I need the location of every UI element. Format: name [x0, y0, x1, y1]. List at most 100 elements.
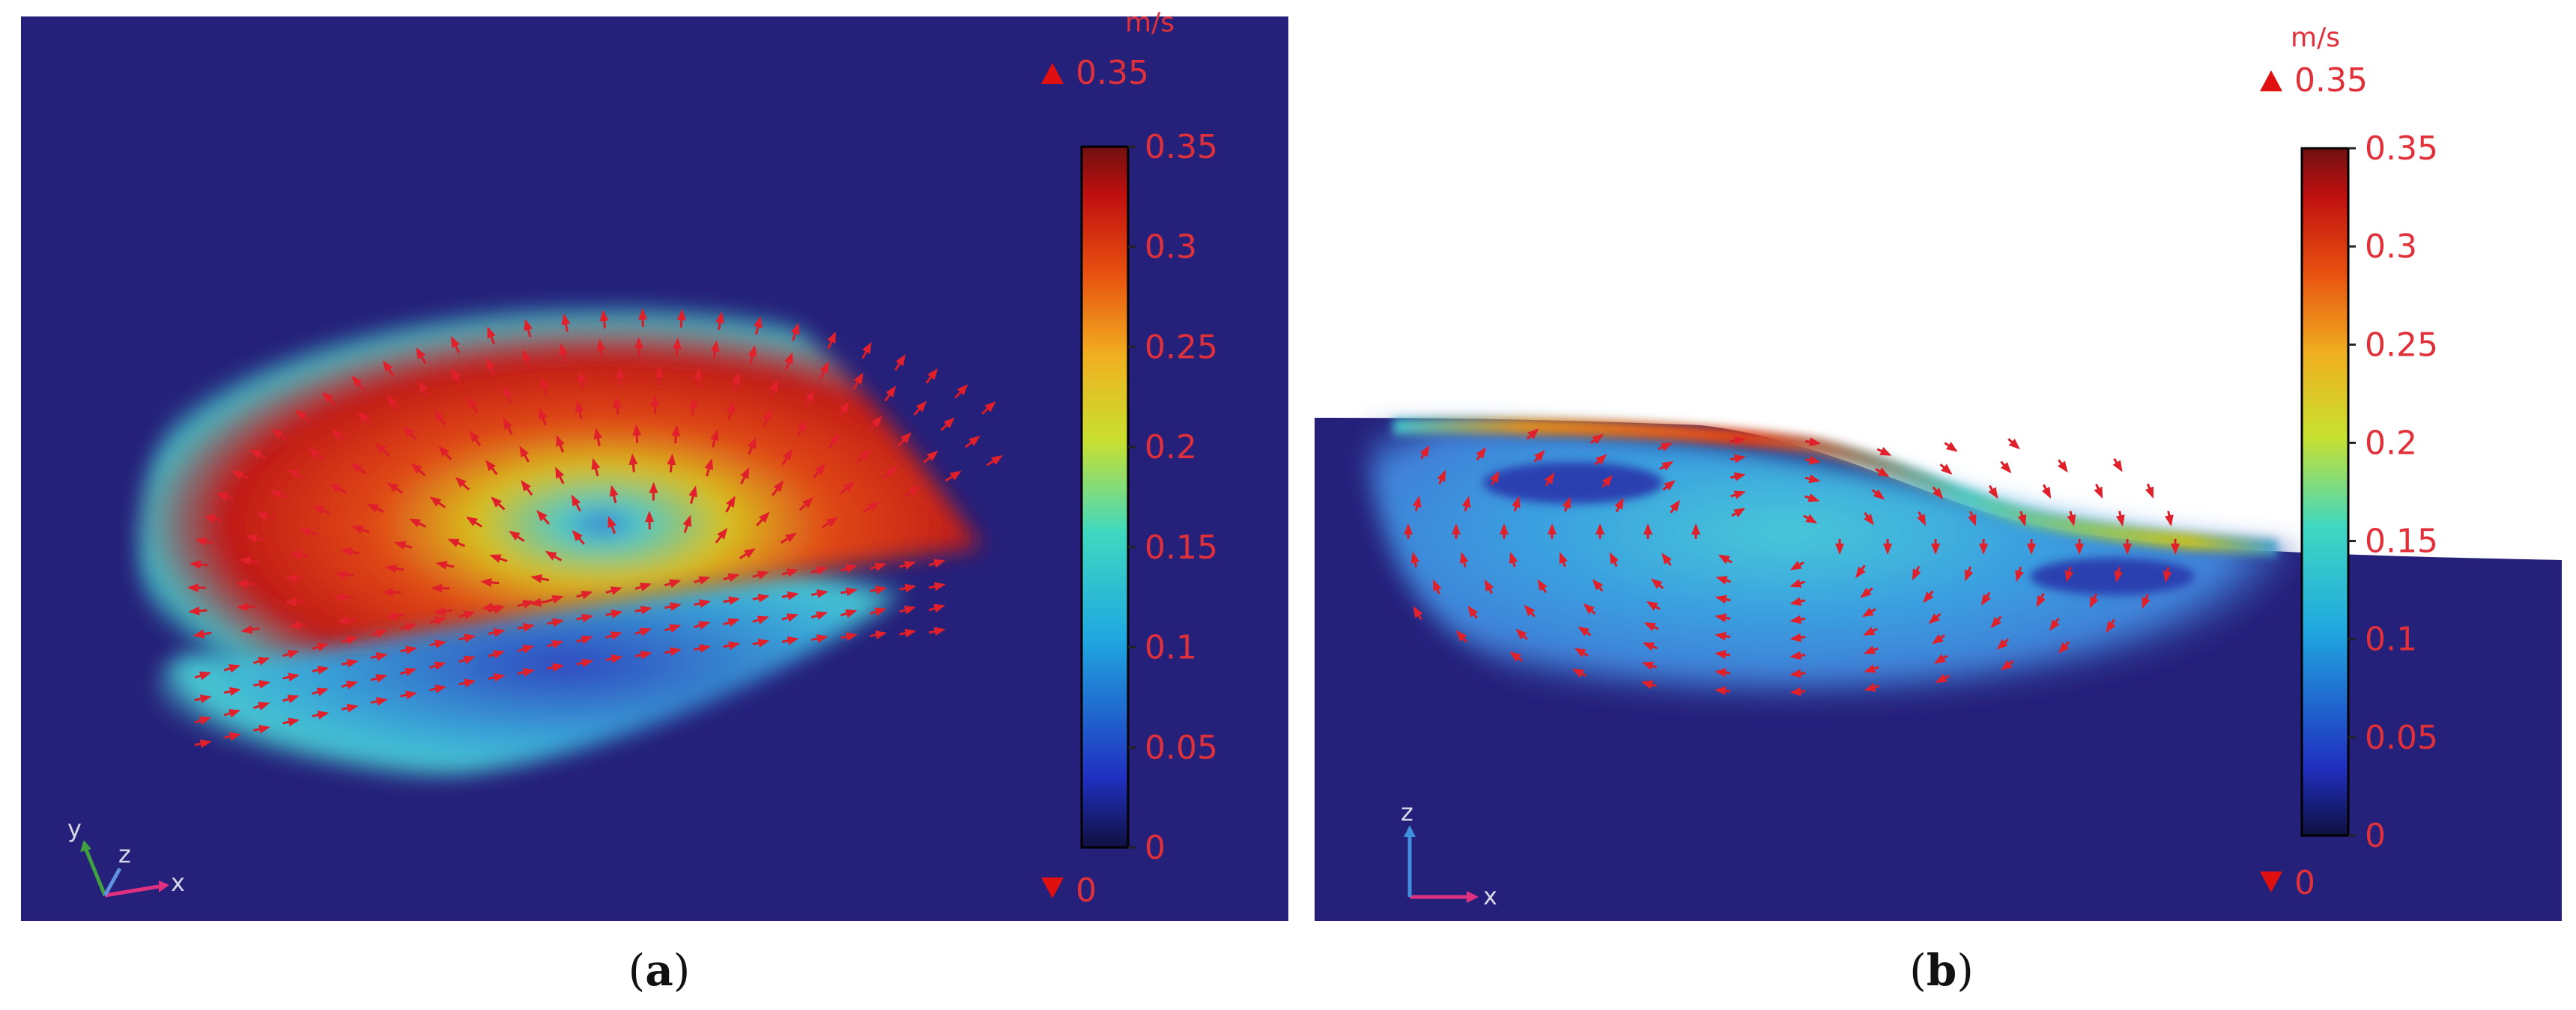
velocity-arrow: [1804, 437, 1821, 447]
velocity-arrow: [810, 634, 828, 643]
velocity-arrow: [862, 502, 879, 513]
velocity-arrow: [672, 338, 682, 357]
velocity-arrow: [1789, 651, 1806, 660]
velocity-arrow: [1804, 455, 1821, 465]
vortex-left-b: [1483, 462, 1663, 504]
colorbar-tick-label: 0.1: [2365, 621, 2417, 659]
velocity-arrow: [840, 609, 858, 618]
velocity-arrow: [1789, 579, 1805, 588]
velocity-arrow: [1715, 594, 1731, 604]
velocity-arrow: [1641, 661, 1658, 671]
velocity-arrow: [964, 435, 981, 448]
velocity-arrow: [1490, 470, 1500, 486]
velocity-arrow: [282, 717, 300, 727]
velocity-arrow: [575, 400, 584, 419]
velocity-arrow: [193, 629, 212, 639]
velocity-arrow: [2163, 567, 2172, 583]
velocity-arrow: [488, 605, 505, 614]
velocity-arrow: [256, 511, 275, 521]
velocity-arrow: [351, 375, 365, 391]
velocity-arrow: [884, 386, 897, 402]
velocity-arrows-a: [187, 308, 1003, 749]
velocity-arrow: [664, 602, 682, 612]
velocity-arrow: [341, 681, 358, 690]
velocity-arrow: [555, 466, 565, 484]
velocity-arrow: [1476, 447, 1487, 461]
velocity-arrow: [429, 639, 447, 648]
velocity-arrow: [289, 620, 308, 630]
velocity-arrow: [1714, 668, 1730, 678]
velocity-arrow: [351, 525, 370, 535]
velocity-arrow: [447, 538, 466, 547]
min-marker-label-a: 0: [1076, 871, 1097, 910]
velocity-arrow: [367, 503, 385, 514]
velocity-arrow: [2142, 594, 2151, 609]
velocity-arrow: [2017, 511, 2027, 526]
velocity-arrow: [804, 389, 814, 407]
velocity-arrow: [188, 606, 207, 615]
velocity-arrow: [1537, 579, 1548, 594]
velocity-arrow: [216, 492, 234, 502]
velocity-arrow: [723, 641, 741, 651]
velocity-arrow: [240, 624, 260, 634]
velocity-arrow: [781, 591, 799, 600]
velocity-arrow: [429, 496, 446, 508]
velocity-arrow: [1432, 579, 1442, 594]
velocity-arrow: [634, 337, 644, 356]
velocity-arrow: [1512, 496, 1521, 512]
velocity-arrow: [2058, 459, 2068, 473]
velocity-arrow: [451, 335, 461, 354]
velocity-arrow: [1912, 565, 1921, 581]
velocity-arrow: [693, 576, 711, 585]
velocity-arrow: [1861, 607, 1876, 618]
velocity-arrow: [521, 479, 533, 496]
velocity-arrow: [1594, 454, 1607, 466]
velocity-arrow: [394, 541, 413, 550]
velocity-arrow: [616, 367, 625, 386]
velocity-arrow: [410, 463, 426, 476]
velocity-arrow: [781, 568, 798, 577]
velocity-arrow: [519, 445, 530, 463]
axis-z-label-a: z: [118, 840, 131, 868]
colorbar-tick-label: 0.3: [1145, 228, 1197, 267]
velocity-arrow: [561, 313, 571, 332]
velocity-arrow: [2089, 593, 2099, 609]
velocity-arrow: [1461, 496, 1471, 512]
velocity-arrow: [467, 396, 479, 413]
velocity-arrow: [1990, 615, 2002, 629]
velocity-arrow: [458, 678, 476, 688]
velocity-arrow: [223, 709, 241, 718]
velocity-arrow: [571, 494, 581, 512]
velocity-arrow: [285, 574, 304, 583]
velocity-arrow: [546, 594, 564, 604]
velocity-arrow: [1515, 628, 1528, 640]
velocity-arrow: [2067, 511, 2076, 527]
min-marker-label-b: 0: [2294, 864, 2315, 902]
velocity-arrow: [487, 326, 496, 345]
velocity-arrow: [1509, 552, 1518, 568]
panel-a: 0.35 0.3 0.25 0.2 0.15 0.1 0.05 0 m/s 0.35 0 y …: [21, 7, 1288, 996]
velocity-arrow: [981, 401, 996, 415]
velocity-arrow: [488, 650, 505, 659]
velocity-arrow: [249, 449, 267, 460]
colorbar-tick-label: 0.35: [1145, 128, 1218, 166]
velocity-arrow: [1876, 446, 1892, 456]
velocity-arrow: [1662, 480, 1676, 491]
velocity-arrow: [231, 470, 249, 480]
velocity-arrow: [1864, 511, 1874, 526]
velocity-arrow: [688, 485, 697, 505]
velocity-arrow: [954, 383, 969, 399]
velocity-arrow: [609, 484, 619, 504]
velocity-arrow: [1545, 472, 1555, 487]
velocity-arrow: [400, 645, 417, 655]
velocity-arrow: [1871, 489, 1885, 500]
velocity-arrow: [781, 448, 793, 466]
velocity-arrow: [607, 516, 616, 535]
velocity-arrow: [285, 597, 304, 606]
velocity-arrow: [547, 618, 564, 627]
velocity-arrow: [536, 510, 551, 525]
velocity-arrow: [1932, 633, 1946, 645]
velocity-arrow: [458, 655, 476, 665]
velocity-arrow: [2106, 618, 2116, 633]
velocity-arrow: [748, 345, 757, 364]
